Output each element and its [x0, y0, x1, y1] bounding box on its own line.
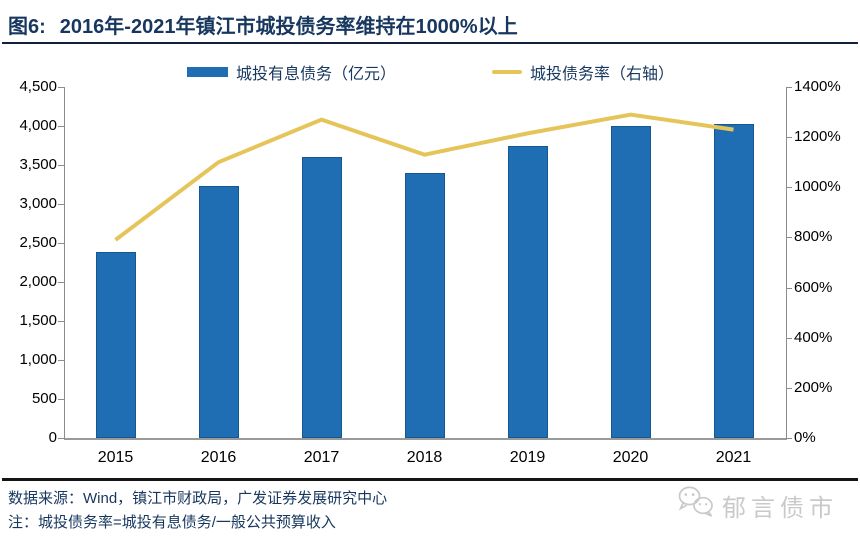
right-axis-tickmark [786, 287, 792, 289]
right-axis-tickmark [786, 438, 792, 439]
right-axis-tickmark [786, 137, 792, 139]
formula-note: 注：城投债务率=城投有息债务/一般公共预算收入 [8, 514, 336, 531]
x-axis-label-2020: 2020 [612, 449, 649, 466]
figure-title: 图6: 2016年-2021年镇江市城投债务率维持在1000%以上 [8, 10, 518, 39]
legend-label-debt: 城投有息债务（亿元） [236, 66, 397, 83]
title-divider [2, 42, 858, 44]
right-axis-tickmark [786, 387, 792, 389]
left-axis-tickmark [58, 165, 64, 166]
right-axis-tick-label: 200% [794, 378, 833, 396]
x-axis-label-2019: 2019 [509, 449, 546, 466]
right-axis-tick-label: 0% [794, 429, 816, 446]
left-axis-tickmark [58, 243, 64, 244]
x-axis-label-2021: 2021 [715, 449, 752, 466]
right-axis-tick-label: 1000% [794, 178, 841, 196]
bar-2018 [404, 172, 445, 438]
right-axis-tickmark [786, 337, 792, 339]
plot-area [64, 87, 787, 440]
legend-item-debt: 城投有息债务（亿元） [187, 62, 397, 83]
watermark: 郁言债市 [676, 485, 838, 526]
left-axis-tick-label: 3,000 [19, 195, 57, 212]
right-axis-tick-label: 400% [794, 328, 833, 346]
figure-title-text: 2016年-2021年镇江市城投债务率维持在1000%以上 [59, 16, 518, 38]
x-axis-label-2017: 2017 [303, 449, 340, 466]
left-axis-tickmark [58, 87, 64, 88]
left-axis-tick-label: 1,000 [19, 351, 57, 368]
right-axis-tickmark [786, 237, 792, 239]
left-axis-tick-label: 2,000 [19, 273, 57, 290]
debt-ratio-line [114, 112, 734, 242]
chart-footer-divider [2, 478, 858, 481]
figure-number: 图6: [8, 16, 46, 38]
x-axis-label-2015: 2015 [97, 449, 134, 466]
left-axis-tickmark [58, 321, 64, 322]
left-axis-tick-label: 4,000 [19, 117, 57, 134]
left-axis-tick-label: 3,500 [19, 156, 57, 173]
left-axis-tickmark [58, 360, 64, 361]
bar-series-swatch [187, 67, 228, 77]
right-axis-tick-label: 1400% [794, 78, 841, 95]
left-axis-tick-label: 500 [31, 390, 57, 407]
legend-label-ratio: 城投债务率（右轴） [530, 66, 675, 83]
legend-item-ratio: 城投债务率（右轴） [492, 62, 675, 83]
left-axis-tick-label: 4,500 [19, 78, 57, 95]
bar-2020 [610, 126, 651, 438]
bar-2019 [507, 146, 548, 438]
right-axis-tick-label: 1200% [794, 128, 841, 146]
left-axis-tick-label: 2,500 [19, 234, 57, 251]
bar-2021 [713, 123, 754, 438]
data-source-note: 数据来源：Wind，镇江市财政局，广发证券发展研究中心 [8, 490, 388, 507]
left-axis-tickmark [58, 126, 64, 127]
bar-2015 [95, 251, 136, 438]
left-axis-tickmark [58, 399, 64, 400]
right-axis-tick-label: 600% [794, 278, 833, 296]
right-axis-tick-label: 800% [794, 228, 833, 246]
watermark-text: 郁言债市 [722, 495, 838, 522]
x-axis-label-2016: 2016 [200, 449, 237, 466]
wechat-icon [676, 485, 716, 526]
right-axis-tickmark [786, 187, 792, 189]
right-axis-tickmark [786, 87, 792, 88]
bar-2017 [301, 157, 342, 438]
left-axis-tick-label: 0 [48, 429, 57, 446]
left-axis-tickmark [58, 438, 64, 439]
line-series-swatch [492, 70, 522, 74]
left-axis-tick-label: 1,500 [19, 312, 57, 329]
left-axis-tickmark [58, 282, 64, 283]
x-axis-label-2018: 2018 [406, 449, 443, 466]
bar-2016 [198, 186, 239, 438]
left-axis-tickmark [58, 204, 64, 205]
